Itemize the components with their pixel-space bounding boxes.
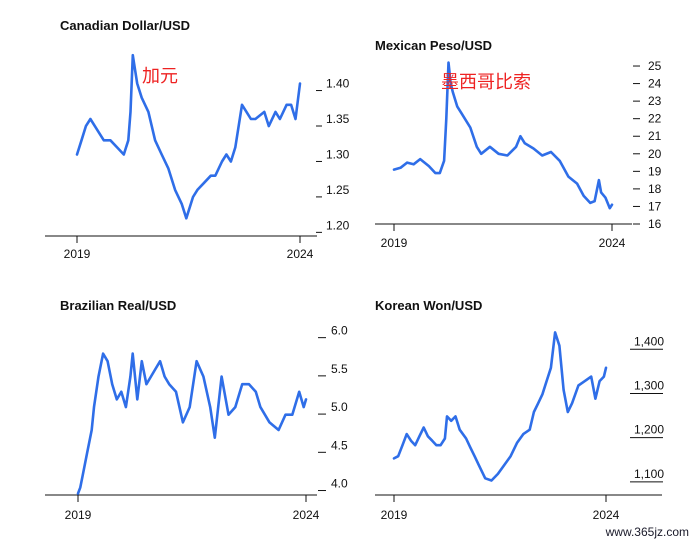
mxn-y-tick-label: 20: [648, 147, 662, 161]
cad-series-line: [75, 53, 302, 220]
mxn-y-tick-label: 22: [648, 112, 662, 126]
brl-y-tick-label: 4.0: [331, 477, 348, 491]
mxn-x-tick-label: 2019: [381, 236, 408, 250]
cad-y-tick-label: 1.35: [326, 112, 350, 126]
krw-chart: Korean Won/USD 2019 2024 1,400 1,300 1,200 1,1…: [375, 298, 664, 522]
brl-title: Brazilian Real/USD: [60, 298, 176, 313]
cad-annotation: 加元: [142, 66, 178, 87]
mxn-y-tick-label: 25: [648, 59, 662, 73]
brl-series-line: [76, 352, 308, 495]
cad-chart: Canadian Dollar/USD 2019 2024 1.40 1.35 1.30 1…: [45, 18, 350, 261]
brl-y-tick-label: 4.5: [331, 438, 348, 452]
brl-y-tick-label: 6.0: [331, 324, 348, 338]
mxn-y-tick-label: 18: [648, 182, 662, 196]
mxn-series-line: [392, 61, 614, 210]
krw-y-tick-label: 1,100: [634, 467, 664, 481]
cad-y-tick-label: 1.25: [326, 183, 350, 197]
cad-title: Canadian Dollar/USD: [60, 18, 190, 33]
krw-x-tick-label: 2024: [593, 508, 620, 522]
brl-y-tick-label: 5.5: [331, 362, 348, 376]
krw-y-tick-label: 1,400: [634, 334, 664, 348]
cad-y-tick-label: 1.20: [326, 218, 350, 232]
mxn-title: Mexican Peso/USD: [375, 38, 492, 53]
krw-x-tick-label: 2019: [381, 508, 408, 522]
cad-y-tick-label: 1.40: [326, 77, 350, 91]
watermark-text: www.365jz.com: [605, 525, 689, 539]
mxn-x-tick-label: 2024: [599, 236, 626, 250]
mxn-y-tick-label: 16: [648, 217, 662, 231]
krw-y-tick-label: 1,300: [634, 378, 664, 392]
mxn-y-tick-label: 17: [648, 199, 662, 213]
cad-x-tick-label: 2024: [287, 247, 314, 261]
mxn-y-tick-label: 21: [648, 129, 662, 143]
mxn-y-tick-label: 24: [648, 77, 662, 91]
brl-chart: Brazilian Real/USD 2019 2024 6.0 5.5 5.0 4.5 4.…: [45, 298, 348, 522]
mxn-y-tick-label: 19: [648, 164, 662, 178]
brl-y-tick-label: 5.0: [331, 400, 348, 414]
cad-y-tick-label: 1.30: [326, 147, 350, 161]
brl-x-tick-label: 2019: [65, 508, 92, 522]
mxn-annotation: 墨西哥比索: [441, 72, 531, 93]
krw-y-tick-label: 1,200: [634, 423, 664, 437]
krw-series-line: [392, 331, 608, 482]
mxn-y-tick-label: 23: [648, 94, 662, 108]
cad-x-tick-label: 2019: [64, 247, 91, 261]
krw-title: Korean Won/USD: [375, 298, 482, 313]
brl-x-tick-label: 2024: [293, 508, 320, 522]
